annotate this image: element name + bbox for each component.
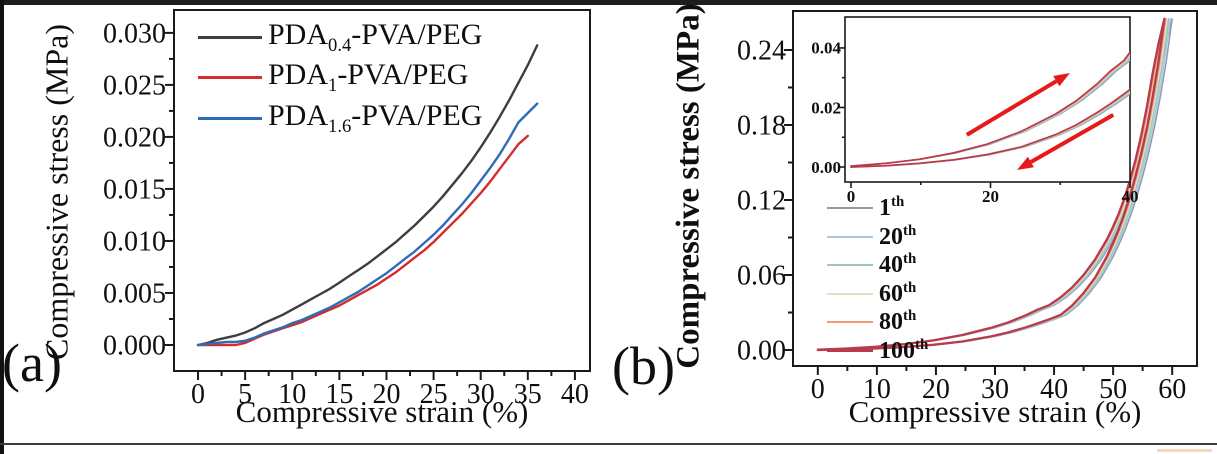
y-tick-label: 0.025 [103, 70, 166, 101]
x-tick-label: 0 [847, 187, 856, 206]
x-tick-label: 50 [1099, 374, 1127, 405]
y-tick-label: 0.030 [103, 18, 166, 49]
stress-strain-curve [196, 102, 539, 347]
cycle-curve [816, 17, 1166, 352]
legend-line-swatch [827, 321, 873, 323]
y-tick-label: 0.00 [737, 336, 786, 367]
stress-strain-curve [196, 134, 529, 347]
x-tick-label: 5 [238, 379, 252, 410]
y-tick-label: 0.010 [103, 226, 166, 257]
legend-entry: 40th [827, 250, 916, 280]
cropped-content-artifact [1157, 449, 1212, 452]
legend-entry: 80th [827, 307, 916, 337]
legend-entry: 20th [827, 222, 916, 252]
axes-frame [173, 9, 591, 372]
legend-entry: 100th [827, 336, 928, 366]
y-tick-label: 0.020 [103, 122, 166, 153]
panel-b-y-axis-title: Compressive stress (MPa) [670, 3, 707, 369]
y-tick-label: 0.02 [811, 98, 841, 117]
legend-line-swatch [198, 35, 262, 39]
legend-line-swatch [198, 116, 262, 120]
y-tick-label: 0.00 [811, 158, 841, 177]
panel-a-y-axis-title: Compressive stress (MPa) [38, 24, 75, 360]
x-tick-label: 15 [325, 379, 353, 410]
y-tick-label: 0.005 [103, 278, 166, 309]
legend-line-swatch [198, 76, 262, 79]
legend-entry: 60th [827, 279, 916, 309]
y-tick-label: 0.18 [737, 111, 786, 142]
legend-label: 40th [879, 251, 917, 278]
legend-entry: PDA0.4-PVA/PEG [198, 18, 482, 56]
y-tick-label: 0.000 [103, 331, 166, 362]
legend-line-swatch [827, 349, 873, 352]
x-tick-label: 30 [981, 374, 1009, 405]
x-tick-label: 25 [420, 379, 448, 410]
legend-label: 20th [879, 222, 917, 250]
loading-direction-arrow [965, 79, 1058, 137]
legend-label: 60th [879, 279, 917, 307]
panel-b-label: (b) [612, 336, 675, 396]
legend-line-swatch [827, 292, 873, 295]
y-tick-label: 0.12 [737, 186, 786, 217]
legend-entry: PDA1-PVA/PEG [198, 58, 468, 96]
unloading-direction-arrow [1029, 113, 1115, 164]
x-tick-label: 40 [1122, 187, 1139, 206]
legend-line-swatch [827, 235, 873, 238]
panel-a-x-axis-title: Compressive strain (%) [235, 394, 529, 429]
x-tick-label: 35 [514, 379, 542, 410]
loading-direction-arrow-head [1053, 72, 1071, 87]
x-tick-label: 20 [982, 187, 999, 206]
figure-top-border [0, 0, 1217, 5]
y-tick-label: 0.015 [103, 174, 166, 205]
x-tick-label: 0 [811, 374, 825, 405]
inset-curves [850, 50, 1130, 168]
legend-label: PDA1-PVA/PEG [268, 58, 469, 96]
unloading-direction-arrow-head [1017, 156, 1034, 170]
legend-label: PDA0.4-PVA/PEG [268, 17, 483, 56]
figure-bottom-rule [0, 443, 1217, 445]
legend-line-swatch [827, 207, 873, 209]
legend-label: 100th [879, 336, 929, 364]
x-tick-label: 10 [863, 374, 891, 405]
x-tick-label: 30 [467, 379, 495, 410]
legend-entry: 1th [827, 193, 904, 223]
legend-line-swatch [827, 264, 873, 266]
x-tick-label: 60 [1158, 374, 1186, 405]
legend-entry: PDA1.6-PVA/PEG [198, 99, 482, 137]
x-tick-label: 10 [278, 379, 306, 410]
y-tick-label: 0.04 [811, 39, 841, 58]
x-tick-label: 20 [922, 374, 950, 405]
legend-label: 80th [879, 308, 917, 335]
inset-cycle-curve [850, 50, 1130, 168]
legend-label: 1th [879, 194, 905, 221]
x-tick-label: 0 [191, 379, 205, 410]
panel-a-label: (a) [2, 333, 62, 393]
panel-b-x-axis-title: Compressive strain (%) [848, 394, 1142, 429]
legend-label: PDA1.6-PVA/PEG [268, 98, 483, 137]
axes-frame [844, 16, 1131, 183]
y-tick-label: 0.24 [737, 36, 786, 67]
x-tick-label: 40 [561, 379, 589, 410]
figure-left-border [0, 0, 4, 454]
y-tick-label: 0.06 [737, 261, 786, 292]
x-tick-label: 40 [1040, 374, 1068, 405]
stress-strain-curve [196, 44, 539, 347]
x-tick-label: 20 [372, 379, 400, 410]
